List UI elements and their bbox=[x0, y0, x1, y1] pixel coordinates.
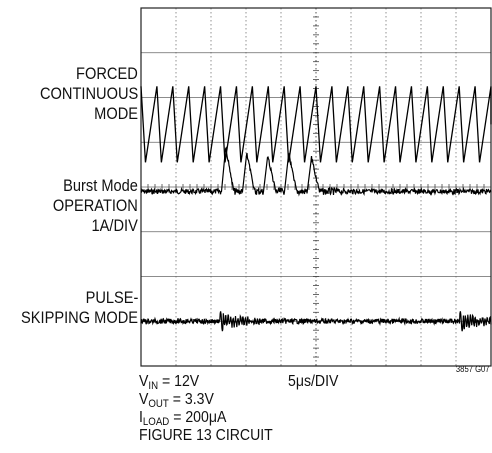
trace-label-burst-line-3: 1A/DIV bbox=[91, 216, 138, 235]
figure-id: 3857 G07 bbox=[456, 364, 490, 374]
grid bbox=[140, 7, 492, 367]
trace-label-burst-line-1: Burst Mode bbox=[63, 176, 138, 195]
trace-label-forced-line-2: CONTINUOUS bbox=[39, 84, 138, 103]
trace-label-pulse-skip-line-1: PULSE- bbox=[85, 288, 138, 307]
vout-annotation: VOUT = 3.3V bbox=[139, 391, 214, 410]
trace-label-pulse-skip-line-2: SKIPPING MODE bbox=[21, 308, 138, 327]
trace-label-forced-line-3: MODE bbox=[94, 104, 138, 123]
trace-burst-mode bbox=[140, 146, 492, 197]
trace-pulse-skipping bbox=[140, 311, 492, 332]
iload-annotation: ILOAD = 200μA bbox=[139, 409, 227, 428]
traces bbox=[140, 86, 492, 332]
plot-frame bbox=[140, 7, 492, 367]
vin-annotation: VIN = 12V bbox=[139, 373, 200, 392]
timebase-annotation: 5μs/DIV bbox=[288, 373, 339, 390]
trace-label-forced-line-1: FORCED bbox=[76, 64, 138, 83]
trace-forced-continuous bbox=[140, 86, 492, 163]
trace-label-burst-line-2: OPERATION bbox=[52, 196, 138, 215]
circuit-annotation: FIGURE 13 CIRCUIT bbox=[139, 427, 273, 444]
